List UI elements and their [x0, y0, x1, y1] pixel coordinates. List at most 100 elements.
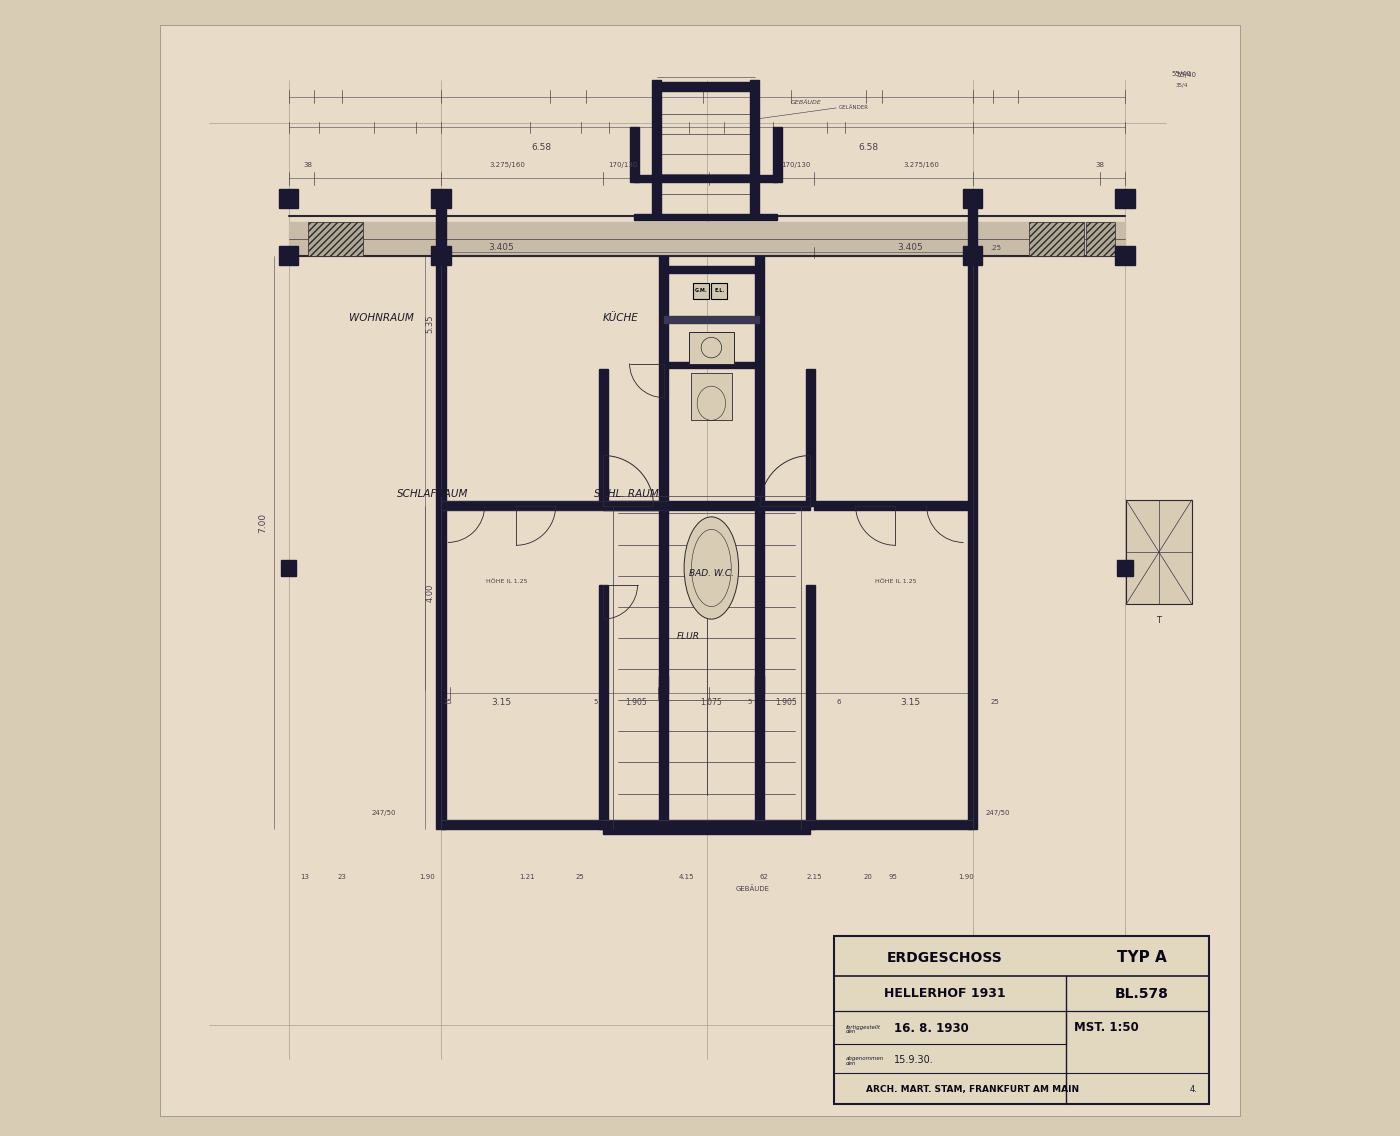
- Text: 55/40: 55/40: [1176, 72, 1196, 78]
- Text: ERDGESCHOSS: ERDGESCHOSS: [886, 951, 1002, 964]
- Text: 170/130: 170/130: [608, 161, 637, 168]
- Bar: [1116, 190, 1134, 209]
- Text: den: den: [846, 1061, 855, 1066]
- Text: BAD. W.C.: BAD. W.C.: [689, 569, 734, 578]
- Text: GEBÄUDE: GEBÄUDE: [735, 885, 769, 892]
- Bar: [693, 283, 708, 299]
- Text: 4.: 4.: [1190, 1085, 1198, 1094]
- Bar: [805, 369, 815, 506]
- Text: 247/50: 247/50: [372, 810, 396, 817]
- Bar: [773, 127, 781, 182]
- Text: SCHLAFRAUM: SCHLAFRAUM: [398, 490, 469, 499]
- Text: 25: 25: [444, 699, 452, 705]
- Bar: [437, 199, 445, 256]
- Text: 13: 13: [300, 874, 309, 880]
- Text: 3.405: 3.405: [897, 243, 923, 252]
- Text: FLUR: FLUR: [678, 632, 700, 641]
- Text: 23: 23: [337, 874, 347, 880]
- Bar: [750, 80, 759, 216]
- Bar: [441, 820, 973, 829]
- Text: abgenommen: abgenommen: [846, 1056, 883, 1061]
- Text: MST. 1:50: MST. 1:50: [1074, 1020, 1138, 1034]
- Bar: [659, 256, 668, 693]
- Text: E.L.: E.L.: [714, 289, 724, 293]
- Bar: [1116, 247, 1134, 266]
- Bar: [630, 127, 638, 182]
- Text: TYP A: TYP A: [1117, 951, 1166, 966]
- Text: 16. 8. 1930: 16. 8. 1930: [895, 1022, 969, 1035]
- Bar: [967, 199, 977, 256]
- Text: 4.00: 4.00: [426, 584, 434, 602]
- Bar: [1117, 560, 1133, 576]
- Text: BL.578: BL.578: [1114, 986, 1169, 1001]
- Text: ARCH. MART. STAM, FRANKFURT AM MAIN: ARCH. MART. STAM, FRANKFURT AM MAIN: [867, 1085, 1079, 1094]
- Bar: [755, 256, 763, 693]
- Text: 5: 5: [748, 699, 752, 705]
- Bar: [689, 332, 734, 364]
- Text: GELÄNDER: GELÄNDER: [839, 106, 868, 110]
- Text: 1.21: 1.21: [519, 874, 535, 880]
- Text: SCHL. RAUM: SCHL. RAUM: [594, 490, 658, 499]
- Bar: [711, 283, 727, 299]
- Bar: [755, 676, 763, 829]
- Text: 1.075: 1.075: [700, 698, 722, 707]
- Bar: [279, 247, 298, 266]
- Text: WOHNRAUM: WOHNRAUM: [350, 314, 414, 323]
- Text: 20: 20: [864, 874, 872, 880]
- Text: den: den: [846, 1029, 855, 1035]
- Text: 2.15: 2.15: [806, 874, 822, 880]
- Text: 35/4: 35/4: [1176, 83, 1187, 87]
- Bar: [288, 222, 1124, 256]
- Ellipse shape: [685, 517, 739, 619]
- Bar: [603, 501, 811, 510]
- Text: 5.35: 5.35: [426, 315, 434, 333]
- Bar: [963, 247, 983, 266]
- Text: 62: 62: [759, 874, 769, 880]
- Text: 6.58: 6.58: [531, 143, 552, 152]
- Text: 95: 95: [889, 874, 897, 880]
- Bar: [813, 501, 973, 510]
- Text: .25: .25: [990, 244, 1001, 251]
- Text: fertiggestellt: fertiggestellt: [846, 1025, 881, 1029]
- Text: 3.275/160: 3.275/160: [489, 161, 525, 168]
- Text: HÖHE IL 1.25: HÖHE IL 1.25: [875, 579, 916, 584]
- Text: 5: 5: [594, 699, 598, 705]
- Bar: [664, 316, 759, 323]
- Text: 38: 38: [304, 161, 312, 168]
- Bar: [1126, 500, 1191, 604]
- Bar: [281, 560, 297, 576]
- Text: 6.58: 6.58: [858, 143, 878, 152]
- Bar: [967, 256, 977, 829]
- Text: 25: 25: [575, 874, 584, 880]
- Text: GEBÄUDE: GEBÄUDE: [791, 100, 822, 105]
- Text: 6: 6: [836, 699, 841, 705]
- Text: 1.905: 1.905: [776, 698, 797, 707]
- Bar: [599, 369, 608, 506]
- Bar: [657, 82, 755, 91]
- Bar: [599, 585, 608, 829]
- Text: 1.90: 1.90: [420, 874, 435, 880]
- Bar: [659, 676, 668, 829]
- Text: 38: 38: [1095, 161, 1105, 168]
- Text: 3.15: 3.15: [900, 698, 920, 707]
- Bar: [431, 190, 451, 209]
- Bar: [692, 373, 732, 420]
- Text: 1.90: 1.90: [958, 874, 973, 880]
- Text: KÜCHE: KÜCHE: [602, 314, 638, 323]
- Bar: [963, 190, 983, 209]
- Text: 3.405: 3.405: [489, 243, 514, 252]
- Text: 247/50: 247/50: [986, 810, 1009, 817]
- Text: 4.15: 4.15: [679, 874, 694, 880]
- Text: 15.9.30.: 15.9.30.: [895, 1055, 934, 1066]
- Text: 3.15: 3.15: [491, 698, 511, 707]
- Text: 170/130: 170/130: [781, 161, 811, 168]
- Text: G.M.: G.M.: [694, 289, 707, 293]
- Bar: [805, 585, 815, 829]
- Bar: [441, 501, 668, 510]
- Text: 25: 25: [991, 699, 1000, 705]
- Text: T: T: [1156, 616, 1162, 625]
- Bar: [834, 936, 1210, 1104]
- Bar: [279, 190, 298, 209]
- Bar: [652, 80, 661, 216]
- Text: HÖHE IL 1.25: HÖHE IL 1.25: [486, 579, 528, 584]
